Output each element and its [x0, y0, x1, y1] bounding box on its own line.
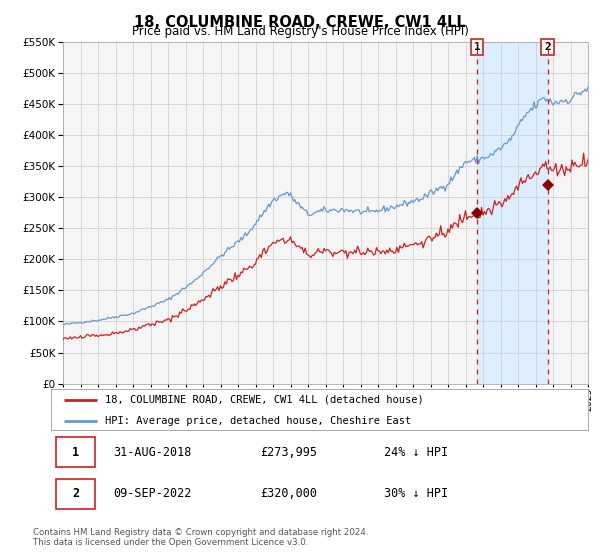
- Text: £273,995: £273,995: [260, 446, 317, 459]
- Bar: [56, 437, 95, 467]
- Text: Contains HM Land Registry data © Crown copyright and database right 2024.: Contains HM Land Registry data © Crown c…: [33, 528, 368, 536]
- Text: 24% ↓ HPI: 24% ↓ HPI: [384, 446, 448, 459]
- Text: 09-SEP-2022: 09-SEP-2022: [113, 487, 191, 500]
- Text: 18, COLUMBINE ROAD, CREWE, CW1 4LL (detached house): 18, COLUMBINE ROAD, CREWE, CW1 4LL (deta…: [105, 395, 424, 405]
- Text: 2: 2: [544, 42, 551, 52]
- Text: 2: 2: [72, 487, 79, 500]
- Text: 31-AUG-2018: 31-AUG-2018: [113, 446, 191, 459]
- Text: 1: 1: [72, 446, 79, 459]
- Text: 30% ↓ HPI: 30% ↓ HPI: [384, 487, 448, 500]
- Text: 18, COLUMBINE ROAD, CREWE, CW1 4LL: 18, COLUMBINE ROAD, CREWE, CW1 4LL: [134, 15, 466, 30]
- Text: Price paid vs. HM Land Registry's House Price Index (HPI): Price paid vs. HM Land Registry's House …: [131, 25, 469, 38]
- Text: 1: 1: [474, 42, 481, 52]
- Text: £320,000: £320,000: [260, 487, 317, 500]
- Text: This data is licensed under the Open Government Licence v3.0.: This data is licensed under the Open Gov…: [33, 538, 308, 547]
- Bar: [56, 479, 95, 508]
- Text: HPI: Average price, detached house, Cheshire East: HPI: Average price, detached house, Ches…: [105, 416, 411, 426]
- Bar: [477, 42, 548, 384]
